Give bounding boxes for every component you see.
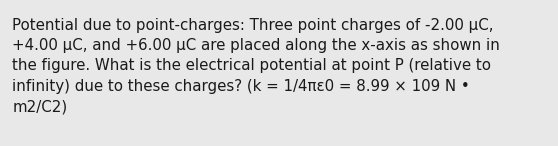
Text: Potential due to point-charges: Three point charges of -2.00 μC,
+4.00 μC, and +: Potential due to point-charges: Three po…: [12, 18, 500, 114]
